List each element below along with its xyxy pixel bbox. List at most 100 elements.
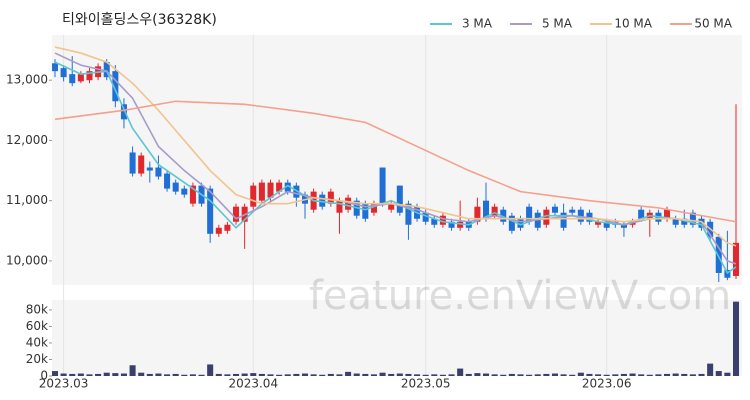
volume-bar [551, 373, 558, 376]
volume-bar [129, 365, 136, 376]
volume-bar [112, 373, 119, 376]
candle-body [543, 209, 550, 225]
volume-bar [120, 373, 127, 376]
volume-bar [474, 373, 481, 376]
candle-body [69, 74, 76, 84]
volume-bar [224, 374, 231, 376]
volume-bar [95, 373, 102, 376]
candle-body [172, 182, 179, 192]
candle-body [577, 209, 584, 222]
candle-body [155, 167, 162, 177]
price-panel [52, 35, 742, 285]
volume-bar [172, 373, 179, 376]
legend-label: 10 MA [614, 17, 652, 31]
candle-body [258, 182, 265, 201]
volume-bar [103, 372, 110, 376]
candle-body [138, 155, 145, 174]
volume-bar [457, 368, 464, 376]
volume-bar [233, 373, 240, 376]
legend-label: 3 MA [462, 17, 493, 31]
volume-bar [577, 372, 584, 376]
volume-tick-label: 60k [26, 319, 48, 333]
candle-body [146, 167, 153, 171]
volume-bar [405, 373, 412, 376]
ma-line [54, 46, 737, 247]
volume-bar [414, 374, 421, 376]
volume-bar [698, 373, 705, 376]
legend-label: 5 MA [542, 17, 573, 31]
volume-bar [491, 374, 498, 376]
volume-bar [241, 373, 248, 376]
volume-tick-label: 0 [40, 369, 48, 383]
candle-body [181, 188, 188, 195]
candle-body [189, 185, 196, 204]
volume-bar [155, 373, 162, 376]
candle-body [86, 71, 93, 81]
x-tick-label: 2023.03 [39, 377, 89, 391]
volume-bar [51, 371, 59, 376]
volume-bar [664, 373, 671, 376]
volume-bar [310, 374, 317, 376]
volume-panel [52, 300, 742, 376]
volume-bar [379, 372, 386, 376]
volume-bar [388, 373, 395, 376]
ma-line [54, 52, 737, 265]
volume-bar [353, 373, 360, 376]
volume-bar [276, 374, 283, 376]
volume-bar [465, 373, 472, 376]
candle-body [164, 173, 171, 189]
candle-body [482, 200, 490, 219]
candle-body [681, 218, 688, 225]
candle-body [595, 221, 602, 225]
x-tick-label: 2023.06 [582, 377, 632, 391]
volume-bar [327, 373, 334, 376]
candle-body [60, 68, 67, 78]
candle-body [638, 209, 645, 219]
volume-tick-label: 40k [26, 335, 48, 349]
volume-bar [69, 373, 76, 376]
volume-bar [681, 373, 688, 376]
candle-body [551, 206, 558, 213]
volume-bar [164, 374, 171, 376]
y-tick-label: 11,000 [6, 193, 48, 207]
candle-body [526, 206, 533, 222]
volume-bar [707, 363, 714, 376]
candle-body [732, 242, 740, 276]
volume-bar [724, 372, 731, 376]
candle-body [327, 191, 334, 204]
volume-bar [301, 373, 309, 376]
candle-body [517, 218, 524, 228]
volume-bar [569, 374, 576, 376]
volume-bar [655, 374, 662, 376]
candle-body [51, 63, 59, 72]
candle-body [77, 74, 84, 82]
volume-bar [534, 374, 541, 376]
candle-body [276, 182, 283, 192]
volume-bar [396, 373, 403, 376]
volume-bar [181, 374, 188, 376]
candle-body [129, 152, 136, 174]
candle-body [396, 185, 403, 213]
volume-bar [146, 373, 153, 376]
volume-bar [732, 301, 740, 376]
candle-body [491, 206, 498, 216]
candle-body [474, 206, 481, 222]
candle-body [103, 62, 110, 78]
candle-body [672, 218, 679, 225]
candle-body [370, 203, 377, 213]
candle-body [112, 71, 119, 102]
candle-body [431, 218, 438, 225]
candle-body [603, 221, 610, 228]
candle-body [336, 200, 343, 213]
candle-body [293, 185, 300, 198]
candle-body [569, 209, 576, 213]
candle-body [422, 212, 429, 222]
volume-bar [267, 374, 274, 376]
candle-body [284, 182, 291, 192]
volume-bar [293, 373, 300, 376]
volume-bar [250, 373, 257, 376]
volume-bar [517, 374, 524, 376]
candle-body [508, 215, 515, 231]
candle-body [267, 182, 274, 198]
